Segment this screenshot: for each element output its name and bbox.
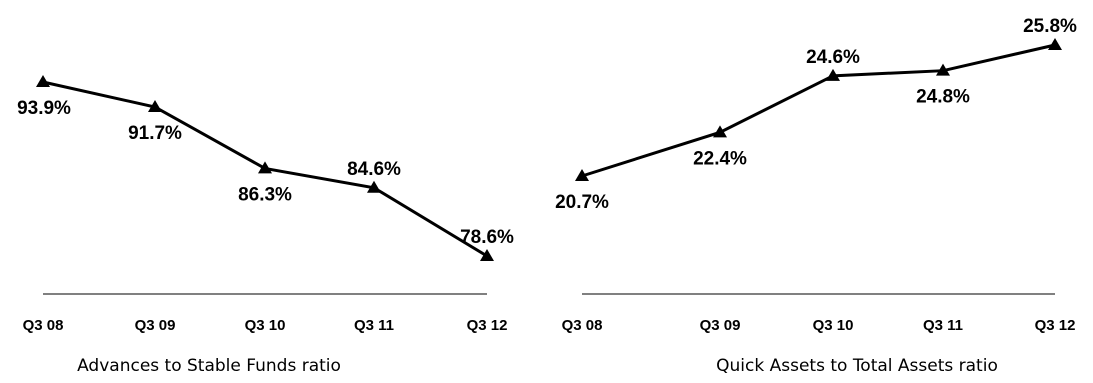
data-label: 84.6% xyxy=(347,159,401,180)
data-point-marker xyxy=(1048,38,1062,50)
data-point-marker xyxy=(148,100,162,113)
data-label: 78.6% xyxy=(460,227,514,248)
data-point-marker xyxy=(36,75,50,87)
data-label: 22.4% xyxy=(693,148,747,169)
x-tick-label: Q3 09 xyxy=(700,317,741,334)
x-tick-label: Q3 12 xyxy=(1035,317,1076,334)
data-label: 91.7% xyxy=(128,123,182,144)
data-label: 20.7% xyxy=(555,192,609,213)
chart-advances-to-stable-funds: 93.9% 91.7% 86.3% 84.6% 78.6% Q3 08 Q3 09 Q3 1… xyxy=(17,75,514,376)
data-label: 25.8% xyxy=(1023,16,1077,37)
x-tick-label: Q3 09 xyxy=(135,317,176,334)
data-point-marker xyxy=(713,125,727,138)
data-point-marker xyxy=(826,68,840,81)
x-tick-label: Q3 10 xyxy=(813,317,854,334)
data-label: 24.6% xyxy=(806,47,860,68)
data-point-marker xyxy=(480,249,494,261)
x-tick-label: Q3 08 xyxy=(23,317,64,334)
x-tick-label: Q3 12 xyxy=(467,317,508,334)
data-point-marker xyxy=(258,161,272,174)
data-point-marker xyxy=(367,180,381,193)
x-tick-label: Q3 11 xyxy=(923,317,963,334)
data-label: 86.3% xyxy=(238,184,292,205)
data-label: 24.8% xyxy=(916,87,970,108)
data-label: 93.9% xyxy=(17,98,71,119)
x-tick-label: Q3 11 xyxy=(354,317,394,334)
x-tick-label: Q3 10 xyxy=(245,317,286,334)
x-tick-label: Q3 08 xyxy=(562,317,603,334)
chart-title: Advances to Stable Funds ratio xyxy=(77,356,341,376)
chart-quick-assets-to-total-assets: 20.7% 22.4% 24.6% 24.8% 25.8% Q3 08 Q3 09 Q3 1… xyxy=(555,16,1077,376)
data-point-marker xyxy=(575,169,589,181)
chart-title: Quick Assets to Total Assets ratio xyxy=(716,356,998,376)
data-point-marker xyxy=(936,63,950,76)
